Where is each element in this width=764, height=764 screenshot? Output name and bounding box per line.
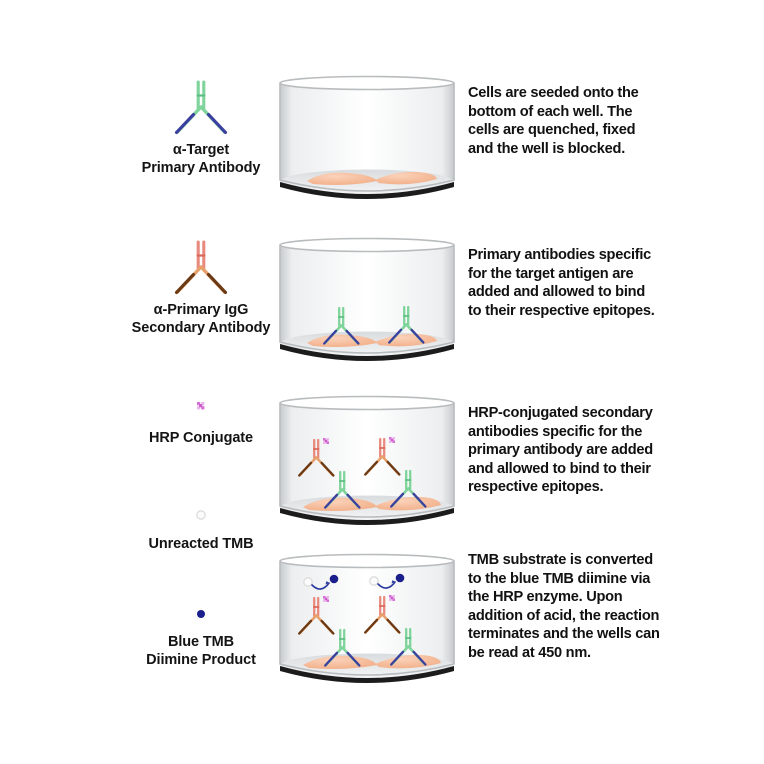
- reagent-caption-2-line1: α-Primary IgG: [153, 302, 249, 318]
- reagent-caption-4-line2: Diimine Product: [146, 651, 256, 668]
- antibody-stack-left: [298, 438, 361, 509]
- hrp-marker-left: [323, 438, 329, 444]
- well-3: [277, 395, 457, 528]
- reagent-caption-1-line1: α-Target: [172, 142, 230, 158]
- primary-antibody-in-well-left: [323, 306, 360, 345]
- hrp-marker-left: [323, 596, 329, 602]
- reagent-caption-2: α-Primary IgG Secondary Antibody: [96, 302, 306, 337]
- hrp-marker-right: [389, 595, 395, 601]
- tmb-unreacted-icon: [96, 505, 306, 525]
- reagent-block-4: Blue TMB Diimine Product: [96, 604, 306, 669]
- reagent-caption-3b-line1: Unreacted TMB: [148, 536, 254, 552]
- antibody-red-icon: [96, 238, 306, 300]
- well-1: [277, 75, 457, 202]
- antibody-stack-left: [298, 574, 361, 667]
- well-2: [277, 237, 457, 364]
- antibody-stack-right: [364, 437, 427, 508]
- tmb-reaction-right: [369, 573, 405, 589]
- step-description-4: TMB substrate is converted to the blue T…: [468, 552, 660, 661]
- primary-antibody-in-well-right: [388, 305, 425, 344]
- reagent-caption-1: α-Target Primary Antibody: [96, 142, 306, 177]
- reagent-caption-4-line1: Blue TMB: [167, 634, 235, 650]
- reagent-block-2: α-Primary IgG Secondary Antibody: [96, 238, 306, 337]
- tmb-blue-icon: [96, 604, 306, 624]
- reagent-caption-3-line1: HRP Conjugate: [149, 430, 253, 446]
- antibody-green-icon: [96, 78, 306, 140]
- reagent-caption-3b: Unreacted TMB: [96, 536, 306, 554]
- step-description-3: HRP-conjugated secondary antibodies spec…: [468, 405, 653, 496]
- reagent-block-3b: Unreacted TMB: [96, 505, 306, 554]
- reagent-caption-2-line2: Secondary Antibody: [131, 319, 271, 336]
- reagent-block-1: α-Target Primary Antibody: [96, 78, 306, 177]
- step-description-1: Cells are seeded onto the bottom of each…: [468, 85, 639, 157]
- reagent-caption-4: Blue TMB Diimine Product: [96, 634, 306, 669]
- well-4: [277, 553, 457, 686]
- reagent-block-3: HRP Conjugate: [96, 396, 306, 448]
- reagent-caption-1-line2: Primary Antibody: [141, 159, 261, 176]
- hrp-marker-right: [389, 437, 395, 443]
- step-description-2: Primary antibodies specific for the targ…: [468, 247, 655, 319]
- antibody-stack-right: [364, 573, 427, 666]
- hrp-conjugate-icon: [96, 396, 306, 418]
- reagent-caption-3: HRP Conjugate: [96, 430, 306, 448]
- tmb-reaction-left: [303, 574, 339, 590]
